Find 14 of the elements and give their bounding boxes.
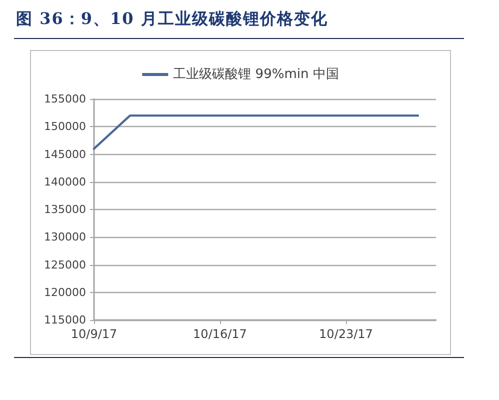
y-tick-label: 155000 [44, 92, 86, 106]
x-tick-label: 10/9/17 [70, 327, 118, 341]
x-tick-label: 10/23/17 [319, 327, 373, 341]
legend-label: 工业级碳酸锂 99%min 中国 [173, 67, 339, 82]
x-tick-label: 10/16/17 [193, 327, 247, 341]
y-tick-label: 120000 [44, 286, 86, 299]
y-tick-label: 130000 [44, 230, 86, 244]
y-tick-label: 140000 [44, 175, 86, 188]
y-tick-label: 125000 [44, 258, 86, 272]
y-tick-label: 150000 [44, 120, 86, 134]
chart-title: 图 36：9、10 月工业级碳酸锂价格变化 [16, 9, 328, 30]
y-tick-label: 115000 [44, 314, 86, 326]
y-tick-label: 135000 [44, 203, 86, 216]
y-tick-label: 145000 [44, 148, 86, 161]
